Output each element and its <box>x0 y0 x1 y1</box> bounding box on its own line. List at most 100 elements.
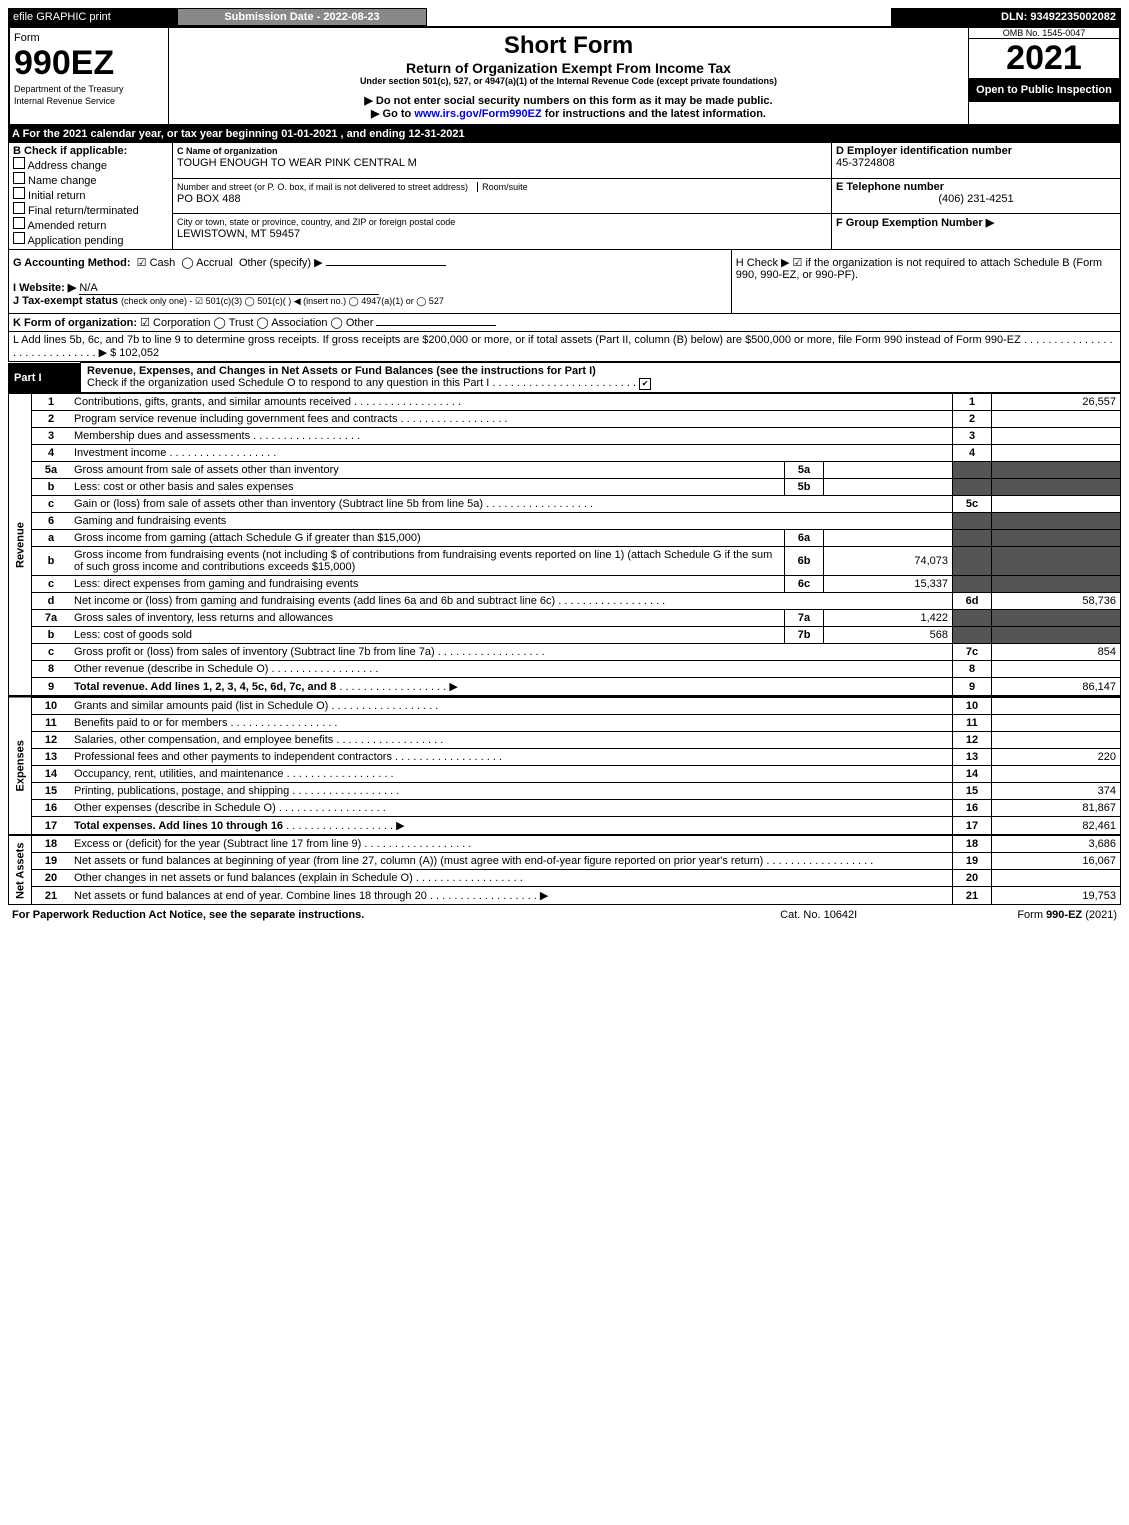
side-label: Net Assets <box>9 836 32 905</box>
footer: For Paperwork Reduction Act Notice, see … <box>8 907 1121 923</box>
line-val <box>992 445 1121 462</box>
line-row: 11Benefits paid to or for members . . . … <box>9 715 1121 732</box>
part1-sub: Check if the organization used Schedule … <box>87 377 489 389</box>
footer-mid: Cat. No. 10642I <box>733 907 904 923</box>
line-val <box>992 870 1121 887</box>
line-num: 5a <box>32 462 71 479</box>
line-desc: Investment income . . . . . . . . . . . … <box>70 445 953 462</box>
line-desc: Grants and similar amounts paid (list in… <box>70 697 953 715</box>
line-num: 8 <box>32 661 71 678</box>
line-row: bLess: cost of goods sold7b568 <box>9 627 1121 644</box>
line-row: 8Other revenue (describe in Schedule O) … <box>9 661 1121 678</box>
line-row: 7aGross sales of inventory, less returns… <box>9 610 1121 627</box>
form-label: Form <box>14 32 40 44</box>
line-row: 21Net assets or fund balances at end of … <box>9 887 1121 905</box>
line-row: 3Membership dues and assessments . . . .… <box>9 428 1121 445</box>
grey-box <box>953 530 992 547</box>
schedule-o-checkbox[interactable]: ✔ <box>639 378 651 390</box>
website: N/A <box>79 282 379 295</box>
line-val <box>992 411 1121 428</box>
line-val: 16,067 <box>992 853 1121 870</box>
line-val: 58,736 <box>992 593 1121 610</box>
checkbox[interactable] <box>13 217 25 229</box>
checkbox[interactable] <box>13 202 25 214</box>
form-number: 990EZ <box>14 44 114 82</box>
i-label: I Website: ▶ <box>13 282 76 294</box>
sub-box: 6a <box>785 530 824 547</box>
b-item: Name change <box>13 172 168 187</box>
line-desc: Gross income from gaming (attach Schedul… <box>70 530 785 547</box>
line-num: 21 <box>32 887 71 905</box>
line-desc: Less: cost or other basis and sales expe… <box>70 479 785 496</box>
line-row: 4Investment income . . . . . . . . . . .… <box>9 445 1121 462</box>
line-desc: Professional fees and other payments to … <box>70 749 953 766</box>
ghijk-block: G Accounting Method: ☑ Cash ◯ Accrual Ot… <box>8 250 1121 314</box>
line-val: 19,753 <box>992 887 1121 905</box>
dln: DLN: 93492235002082 <box>892 9 1121 26</box>
k-label: K Form of organization: <box>13 317 137 329</box>
checkbox[interactable] <box>13 187 25 199</box>
sub-box: 7b <box>785 627 824 644</box>
line-num: 3 <box>32 428 71 445</box>
line-box: 20 <box>953 870 992 887</box>
line-box: 11 <box>953 715 992 732</box>
row-a: A For the 2021 calendar year, or tax yea… <box>8 126 1121 142</box>
line-num: a <box>32 530 71 547</box>
checkbox[interactable] <box>13 172 25 184</box>
line-desc: Less: cost of goods sold <box>70 627 785 644</box>
line-row: aGross income from gaming (attach Schedu… <box>9 530 1121 547</box>
line-val <box>992 661 1121 678</box>
exp-table: Expenses10Grants and similar amounts pai… <box>8 696 1121 835</box>
info-block: B Check if applicable: Address change Na… <box>8 142 1121 250</box>
line-desc: Less: direct expenses from gaming and fu… <box>70 576 785 593</box>
line-box: 8 <box>953 661 992 678</box>
line-box: 13 <box>953 749 992 766</box>
line-num: b <box>32 627 71 644</box>
line-box: 12 <box>953 732 992 749</box>
grey-val <box>992 462 1121 479</box>
h-text: H Check ▶ ☑ if the organization is not r… <box>736 257 1102 281</box>
line-num: 4 <box>32 445 71 462</box>
grey-val <box>992 547 1121 576</box>
line-desc: Benefits paid to or for members . . . . … <box>70 715 953 732</box>
line-val <box>992 766 1121 783</box>
line-row: 2Program service revenue including gover… <box>9 411 1121 428</box>
line-desc: Gross sales of inventory, less returns a… <box>70 610 785 627</box>
line-num: 2 <box>32 411 71 428</box>
note-ssn: ▶ Do not enter social security numbers o… <box>173 94 964 107</box>
line-num: 12 <box>32 732 71 749</box>
checkbox[interactable] <box>13 157 25 169</box>
line-desc: Net assets or fund balances at beginning… <box>70 853 953 870</box>
l-val: 102,052 <box>119 347 159 359</box>
line-row: Expenses10Grants and similar amounts pai… <box>9 697 1121 715</box>
line-num: 18 <box>32 836 71 853</box>
grey-val <box>992 530 1121 547</box>
sub-val: 1,422 <box>824 610 953 627</box>
sub-box: 5b <box>785 479 824 496</box>
line-desc: Salaries, other compensation, and employ… <box>70 732 953 749</box>
line-val: 26,557 <box>992 394 1121 411</box>
title-return: Return of Organization Exempt From Incom… <box>173 60 964 76</box>
line-desc: Net assets or fund balances at end of ye… <box>70 887 953 905</box>
l-text: L Add lines 5b, 6c, and 7b to line 9 to … <box>13 334 1021 346</box>
line-desc: Contributions, gifts, grants, and simila… <box>70 394 953 411</box>
line-val <box>992 732 1121 749</box>
line-num: 1 <box>32 394 71 411</box>
net-table: Net Assets18Excess or (deficit) for the … <box>8 835 1121 905</box>
grey-val <box>992 610 1121 627</box>
checkbox[interactable] <box>13 232 25 244</box>
line-row: 17Total expenses. Add lines 10 through 1… <box>9 817 1121 835</box>
irs-link[interactable]: www.irs.gov/Form990EZ <box>414 108 541 120</box>
line-val: 854 <box>992 644 1121 661</box>
phone: (406) 231-4251 <box>836 193 1116 205</box>
line-val: 82,461 <box>992 817 1121 835</box>
line-row: bGross income from fundraising events (n… <box>9 547 1121 576</box>
sub-val: 74,073 <box>824 547 953 576</box>
sub-val: 568 <box>824 627 953 644</box>
line-val: 81,867 <box>992 800 1121 817</box>
line-box: 5c <box>953 496 992 513</box>
line-num: 9 <box>32 678 71 696</box>
submission-date: Submission Date - 2022-08-23 <box>178 9 427 26</box>
line-desc: Program service revenue including govern… <box>70 411 953 428</box>
line-box: 2 <box>953 411 992 428</box>
